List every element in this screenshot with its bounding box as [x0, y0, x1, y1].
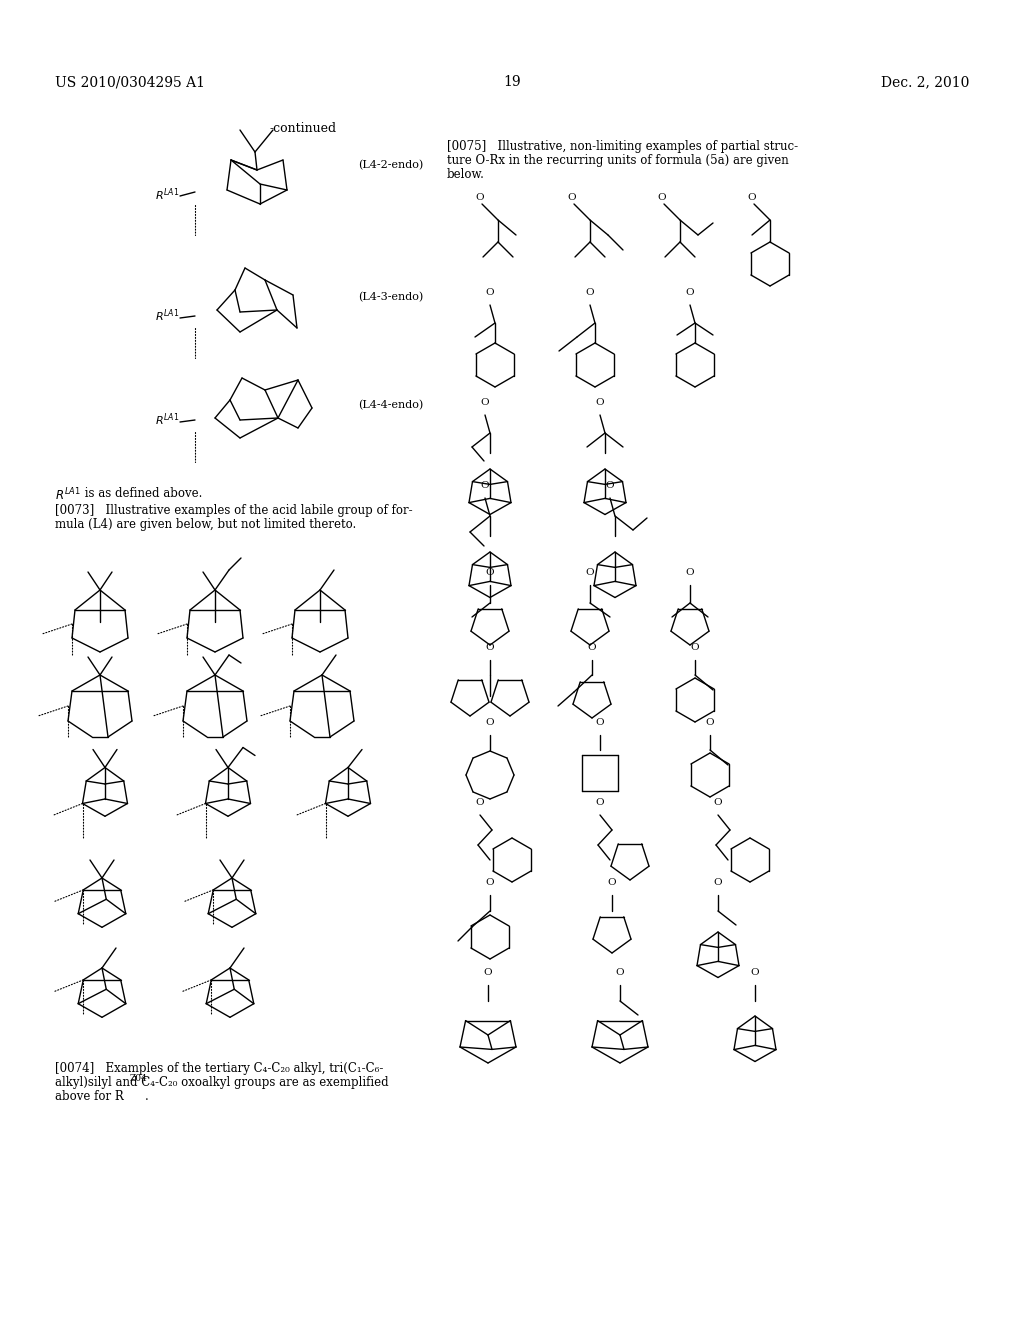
Text: (L4-3-endo): (L4-3-endo): [358, 292, 423, 302]
Text: O: O: [476, 193, 484, 202]
Text: O: O: [706, 718, 715, 727]
Text: O: O: [567, 193, 577, 202]
Text: [0074]   Examples of the tertiary C₄-C₂₀ alkyl, tri(C₁-C₆-: [0074] Examples of the tertiary C₄-C₂₀ a…: [55, 1063, 383, 1074]
Text: O: O: [657, 193, 667, 202]
Text: O: O: [588, 643, 596, 652]
Text: O: O: [596, 399, 604, 407]
Text: 19: 19: [503, 75, 521, 88]
Text: is as defined above.: is as defined above.: [81, 487, 203, 500]
Text: alkyl)silyl and C₄-C₂₀ oxoalkyl groups are as exemplified: alkyl)silyl and C₄-C₂₀ oxoalkyl groups a…: [55, 1076, 389, 1089]
Text: O: O: [485, 568, 495, 577]
Text: -continued: -continued: [270, 121, 337, 135]
Text: O: O: [607, 878, 616, 887]
Text: $R^{LA1}$: $R^{LA1}$: [155, 186, 179, 203]
Text: O: O: [485, 878, 495, 887]
Text: [0073]   Illustrative examples of the acid labile group of for-: [0073] Illustrative examples of the acid…: [55, 504, 413, 517]
Text: O: O: [485, 643, 495, 652]
Text: above for R: above for R: [55, 1090, 124, 1104]
Text: O: O: [686, 568, 694, 577]
Text: O: O: [605, 480, 614, 490]
Text: $R^{LA1}$: $R^{LA1}$: [155, 412, 179, 428]
Text: US 2010/0304295 A1: US 2010/0304295 A1: [55, 75, 205, 88]
Text: [0075]   Illustrative, non-limiting examples of partial struc-: [0075] Illustrative, non-limiting exampl…: [447, 140, 798, 153]
Text: O: O: [751, 968, 760, 977]
Text: O: O: [748, 193, 757, 202]
Text: O: O: [686, 288, 694, 297]
Text: O: O: [714, 878, 722, 887]
Text: O: O: [596, 799, 604, 807]
Text: Dec. 2, 2010: Dec. 2, 2010: [881, 75, 969, 88]
Text: O: O: [480, 399, 489, 407]
Text: O: O: [480, 480, 489, 490]
Text: (L4-4-endo): (L4-4-endo): [358, 400, 423, 411]
Text: (L4-2-endo): (L4-2-endo): [358, 160, 423, 170]
Text: O: O: [483, 968, 493, 977]
Text: below.: below.: [447, 168, 485, 181]
Text: mula (L4) are given below, but not limited thereto.: mula (L4) are given below, but not limit…: [55, 517, 356, 531]
Text: O: O: [596, 718, 604, 727]
Text: O: O: [586, 568, 594, 577]
Text: O: O: [485, 288, 495, 297]
Text: $R^{LA1}$: $R^{LA1}$: [155, 308, 179, 325]
Text: O: O: [476, 799, 484, 807]
Text: O: O: [485, 718, 495, 727]
Text: O: O: [714, 799, 722, 807]
Text: Z04: Z04: [130, 1074, 147, 1082]
Text: ture O-Rx in the recurring units of formula (5a) are given: ture O-Rx in the recurring units of form…: [447, 154, 788, 168]
Text: $R^{LA1}$: $R^{LA1}$: [55, 487, 81, 504]
Text: O: O: [690, 643, 699, 652]
Text: O: O: [586, 288, 594, 297]
Text: .: .: [145, 1090, 148, 1104]
Text: O: O: [615, 968, 625, 977]
